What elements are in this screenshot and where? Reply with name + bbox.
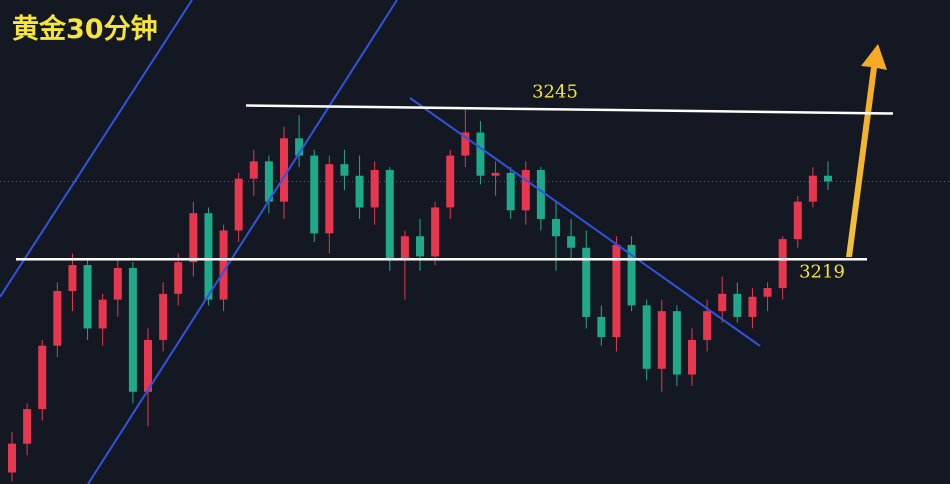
level-label: 3245 bbox=[532, 81, 578, 102]
candle-body bbox=[582, 247, 591, 317]
candle-body bbox=[280, 138, 288, 202]
candle-body bbox=[567, 236, 576, 248]
candle-body bbox=[536, 169, 545, 219]
candle-body bbox=[8, 443, 16, 473]
candle-body bbox=[793, 201, 802, 240]
candle-body bbox=[400, 236, 409, 260]
candle-body bbox=[688, 339, 696, 375]
candle-body bbox=[552, 218, 560, 237]
channel-line bbox=[0, 0, 193, 298]
candle-body bbox=[174, 262, 183, 294]
candle-body bbox=[204, 213, 213, 300]
candle-body bbox=[310, 155, 319, 234]
candle-body bbox=[597, 316, 606, 338]
candle-body bbox=[763, 288, 772, 297]
candles bbox=[0, 109, 950, 482]
chart-title: 黄金30分钟 bbox=[12, 13, 158, 45]
candle-body bbox=[98, 299, 107, 329]
candle-body bbox=[83, 265, 92, 329]
candle-body bbox=[491, 172, 500, 176]
candle-body bbox=[446, 155, 455, 208]
candle-body bbox=[68, 265, 77, 291]
candle-body bbox=[249, 161, 258, 179]
candle-body bbox=[159, 293, 168, 340]
candle-body bbox=[38, 345, 47, 410]
candle-body bbox=[325, 164, 334, 234]
candle-body bbox=[23, 409, 32, 444]
candle-body bbox=[657, 311, 666, 369]
candle-body bbox=[642, 305, 651, 369]
candle-body bbox=[264, 161, 273, 202]
candle-body bbox=[355, 175, 364, 208]
candle-body bbox=[506, 172, 515, 211]
candle-body bbox=[733, 293, 742, 317]
trend-line bbox=[409, 97, 761, 347]
candle-body bbox=[521, 169, 530, 211]
candle-body bbox=[53, 290, 62, 346]
candle-body bbox=[234, 178, 243, 231]
candle-body bbox=[219, 230, 228, 300]
candle-body bbox=[385, 169, 394, 260]
candle-body bbox=[113, 267, 122, 300]
level-line bbox=[245, 104, 894, 115]
candle-body bbox=[778, 239, 787, 289]
candle-body bbox=[416, 236, 424, 257]
candle-body bbox=[340, 164, 349, 176]
candle-body bbox=[476, 132, 485, 176]
candle-body bbox=[808, 175, 817, 202]
candle-body bbox=[189, 213, 198, 263]
candle-body bbox=[431, 207, 440, 257]
candle-body bbox=[824, 175, 832, 182]
candle-body bbox=[295, 138, 304, 156]
candle-body bbox=[703, 311, 712, 340]
candle-body bbox=[627, 244, 636, 306]
candle-body bbox=[612, 244, 621, 338]
candle-body bbox=[144, 339, 152, 392]
candle-body bbox=[672, 311, 681, 375]
candle-body bbox=[128, 267, 137, 392]
arrow bbox=[846, 44, 887, 257]
candle-body bbox=[370, 169, 379, 208]
candle-body bbox=[461, 132, 470, 156]
candle-body bbox=[748, 296, 757, 317]
channel-line bbox=[87, 0, 398, 484]
candle-body bbox=[718, 293, 727, 312]
level-label: 3219 bbox=[799, 261, 845, 282]
